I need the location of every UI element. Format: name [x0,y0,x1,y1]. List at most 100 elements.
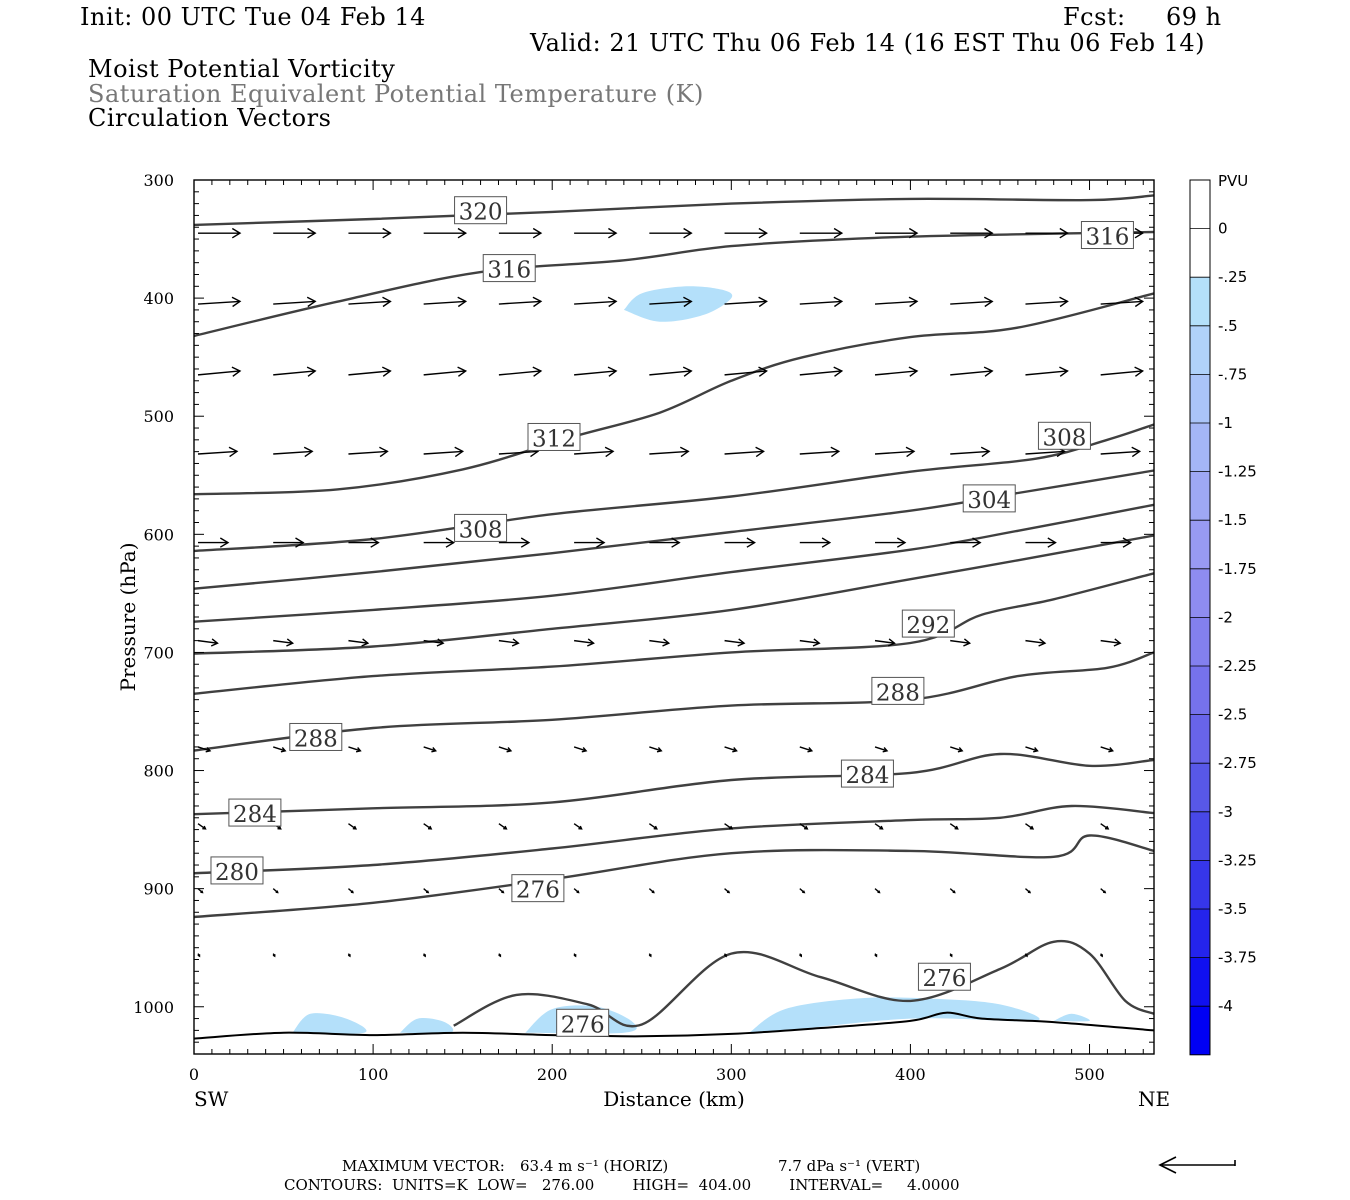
circulation-vector [874,366,919,377]
circulation-vector [348,746,362,753]
circulation-vector [272,888,279,894]
circulation-vector [197,746,212,753]
circulation-vector [799,446,841,458]
y-tick-label: 900 [143,880,174,899]
contour-label: 288 [871,676,925,706]
colorbar-swatch [1190,1006,1210,1055]
circulation-vector [1100,746,1114,753]
y-axis-label: Pressure (hPa) [116,543,140,692]
circulation-vector [273,746,287,753]
y-tick-label: 400 [143,289,174,308]
circulation-vector [874,953,878,958]
circulation-vector [874,446,916,458]
colorbar-tick-label: -1.25 [1218,463,1257,481]
x-tick-label: 100 [358,1065,389,1084]
circulation-vector [348,537,380,548]
colorbar-swatch [1190,568,1210,618]
x-tick-label: 500 [1074,1065,1105,1084]
circulation-vector [950,537,982,548]
circulation-vector [648,888,655,894]
pv-shade-area [400,1018,454,1034]
circulation-vector [1025,296,1069,308]
colorbar-swatch [1190,228,1210,278]
circulation-vector [498,366,543,377]
colorbar-swatch [1190,520,1210,569]
circulation-vector [197,638,219,647]
contour-label-layer: 320 316 316 312 308 308 304 292 288 288 284 284 280 2… [210,196,1134,1038]
svg-text:280: 280 [215,860,259,886]
circulation-vector [1025,537,1057,548]
circulation-vector [574,446,615,458]
circulation-vector [498,296,543,308]
axes-layer: 0 100 200 300 400 500 300 400 500 600 700 800 900 100… [116,171,1170,1111]
init-time: Init: 00 UTC Tue 04 Feb 14 [80,3,426,31]
colorbar-swatch [1190,714,1210,764]
circulation-vector [273,296,317,308]
circulation-vector [799,366,844,377]
contour-312 [193,292,1155,496]
circulation-vector [273,638,295,647]
circulation-vector [498,953,502,958]
circulation-vector [949,953,953,958]
circulation-vector [423,446,465,458]
circulation-vector [1025,227,1069,239]
contour-316 [193,230,1155,338]
circulation-vector [649,537,681,548]
colorbar-swatch [1190,811,1210,861]
contour-label: 304 [962,484,1016,514]
contour-info: CONTOURS: UNITS=K LOW= 276.00 HIGH= 404.… [284,1176,960,1194]
circulation-vector [347,888,354,894]
circulation-vector [197,446,239,458]
contour-304 [193,469,1155,590]
circulation-vector [423,227,468,239]
circulation-vector [875,537,907,548]
x-tick-label: 200 [537,1065,568,1084]
contour-300 [193,503,1155,623]
colorbar-swatch [1190,471,1210,521]
circulation-vector [348,296,392,308]
contour-label: 288 [289,722,343,752]
circulation-vector [1100,366,1145,377]
contour-label: 308 [454,513,508,543]
circulation-vector [498,823,508,830]
contour-label: 308 [1037,421,1091,451]
contour-label: 284 [228,798,282,828]
circulation-vector [1100,638,1122,647]
valid-time: Valid: 21 UTC Thu 06 Feb 14 (16 EST Thu … [530,29,1205,57]
circulation-vector [950,746,964,753]
circulation-vector [574,366,618,377]
y-tick-label: 500 [143,407,174,426]
circulation-vector [874,638,896,647]
contour-label: 316 [1080,221,1134,251]
colorbar-swatch [1190,957,1210,1007]
circulation-vector [724,296,768,308]
colorbar-swatch [1190,666,1210,715]
colorbar-tick-label: -4 [1218,997,1233,1015]
circulation-vector [1100,953,1103,958]
colorbar-swatch [1190,909,1210,958]
svg-text:276: 276 [922,966,966,992]
circulation-vector [724,537,756,548]
circulation-vector [1025,823,1035,830]
field-title-mpv: Moist Potential Vorticity [88,55,396,83]
circulation-vector [950,227,994,239]
forecast-label: Fcst: [1063,3,1126,31]
circulation-vector [198,227,242,239]
colorbar-tick-label: -3 [1218,803,1233,821]
contour-label: 320 [454,196,508,226]
circulation-vector [1100,446,1142,458]
max-vector-horiz: 63.4 m s⁻¹ (HORIZ) [520,1157,669,1175]
circulation-vector [874,746,889,753]
contour-296 [193,534,1155,655]
circulation-vector [197,888,204,894]
circulation-vector [799,953,802,958]
circulation-vector [1100,888,1107,894]
circulation-vector [950,296,994,308]
circulation-vector [423,888,430,894]
colorbar-swatch [1190,277,1210,326]
colorbar-tick-label: -2.25 [1218,657,1257,675]
colorbar-swatch [1190,180,1210,229]
contour-292 [193,572,1155,695]
circulation-vector [574,296,618,308]
colorbar-swatch [1190,423,1210,472]
